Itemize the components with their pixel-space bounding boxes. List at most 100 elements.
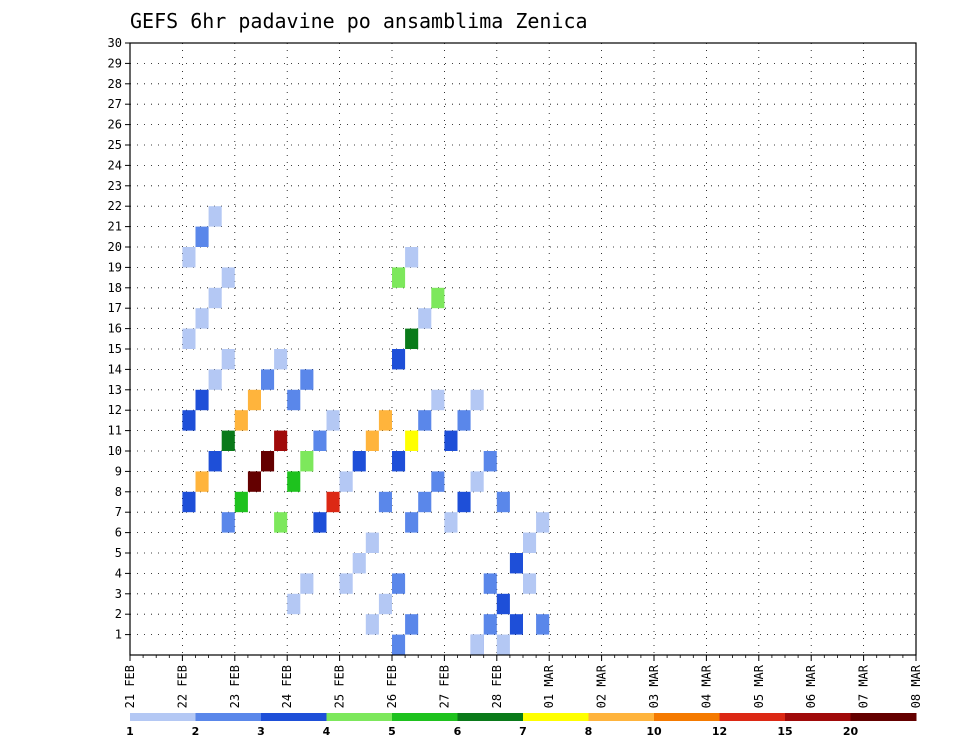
precip-cell [392,267,406,288]
precip-cell [470,389,484,411]
precip-cell [418,491,432,513]
precip-cell [352,451,366,472]
colorbar-label: 12 [712,725,727,738]
y-tick-label: 3 [115,587,122,601]
precip-cell [274,430,288,451]
precip-cell [182,247,196,268]
x-tick-label: 07 MAR [857,664,871,708]
colorbar-segment [719,713,786,721]
precip-cell [365,430,379,451]
precip-cell [483,451,497,472]
y-tick-label: 24 [108,158,122,172]
precip-cell [536,512,550,533]
precip-cell [208,451,222,472]
precip-cell [470,634,484,655]
precip-cell [392,634,406,655]
precip-cell [247,389,261,411]
x-tick-label: 22 FEB [175,665,189,708]
precip-cell [405,328,419,349]
x-tick-label: 27 FEB [437,665,451,708]
colorbar-segment [130,713,196,721]
precip-cell [523,573,537,594]
precip-cell [234,410,248,431]
precip-cell [405,512,419,533]
x-axis: 21 FEB 22 FEB 23 FEB 24 FEB 25 FEB 26 FEB 27 F… [123,655,923,708]
precip-cell [247,471,261,492]
colorbar-segment [261,713,327,721]
x-tick-label: 26 FEB [385,665,399,708]
colorbar-label: 1 [126,725,134,738]
precip-cell [195,471,209,492]
x-tick-label: 24 FEB [280,665,294,708]
chart-title: GEFS 6hr padavine po ansamblima Zenica [130,9,588,33]
y-tick-label: 5 [115,546,122,560]
precip-cell [182,328,196,349]
precip-cells [182,206,550,655]
colorbar-segment [457,713,524,721]
x-tick-label: 23 FEB [228,665,242,708]
precip-cell [365,614,379,635]
precip-cell [313,430,327,451]
precip-cell [483,573,497,594]
precip-cell [221,512,235,533]
precip-cell [352,553,366,574]
y-tick-label: 10 [108,444,122,458]
precip-cell [182,410,196,431]
y-tick-label: 21 [108,220,122,234]
precip-cell [300,451,314,472]
precip-cell [405,614,419,635]
x-tick-label: 03 MAR [647,664,661,708]
precip-cell [470,471,484,492]
y-tick-label: 27 [108,97,122,111]
y-tick-label: 11 [108,424,122,438]
precip-cell [300,369,314,390]
x-tick-label: 21 FEB [123,665,137,708]
precip-cell [221,349,235,370]
precip-cell [195,226,209,247]
y-tick-label: 29 [108,56,122,70]
y-tick-label: 9 [115,464,122,478]
precip-cell [313,512,327,533]
colorbar-label: 15 [777,725,792,738]
y-tick-label: 1 [115,628,122,642]
precip-cell [339,573,353,594]
precip-cell [405,430,419,451]
y-tick-label: 30 [108,36,122,50]
precip-cell [457,410,471,431]
precip-cell [287,471,301,492]
precip-cell [326,491,340,513]
precip-cell [431,287,445,309]
x-tick-label: 08 MAR [909,664,923,708]
precip-cell [261,451,275,472]
y-tick-label: 12 [108,403,122,417]
colorbar-segment [785,713,851,721]
colorbar-label: 4 [323,725,331,738]
precip-cell [208,287,222,309]
precip-cell [261,369,275,390]
colorbar-label: 7 [519,725,527,738]
precip-cell [483,614,497,635]
precip-cell [496,593,510,615]
precip-cell [509,553,523,574]
colorbar-segment [326,713,393,721]
x-tick-label: 06 MAR [804,664,818,708]
y-tick-label: 4 [115,566,122,580]
x-tick-label: 25 FEB [333,665,347,708]
precip-cell [405,247,419,268]
precip-cell [392,451,406,472]
y-tick-label: 28 [108,77,122,91]
precip-cell [221,430,235,451]
precip-cell [208,206,222,227]
y-tick-label: 23 [108,179,122,193]
y-tick-label: 13 [108,383,122,397]
precip-cell [339,471,353,492]
precip-cell [523,532,537,553]
precip-cell [287,389,301,411]
colorbar-segment [392,713,458,721]
precip-cell [431,471,445,492]
y-tick-label: 26 [108,118,122,132]
y-tick-label: 20 [108,240,122,254]
y-tick-label: 2 [115,607,122,621]
y-tick-label: 25 [108,138,122,152]
